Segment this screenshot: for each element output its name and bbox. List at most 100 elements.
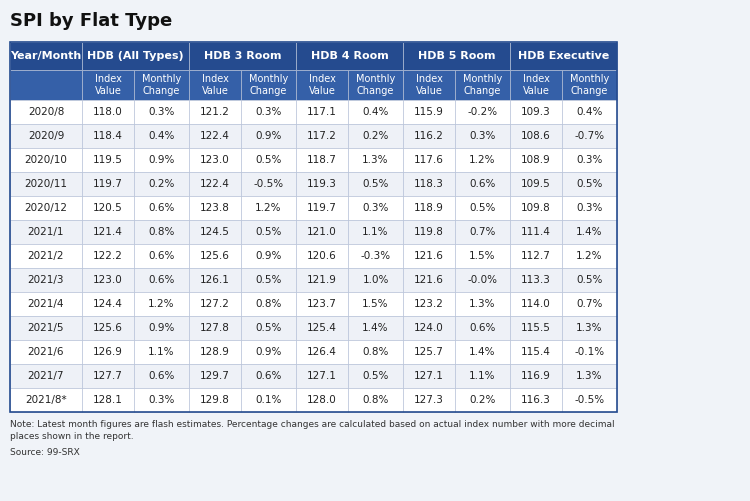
Bar	[189, 172, 241, 196]
Bar	[348, 220, 403, 244]
Bar	[348, 196, 403, 220]
Bar	[510, 196, 562, 220]
Text: Index
Value: Index Value	[202, 74, 229, 96]
Bar	[510, 388, 562, 412]
Bar	[10, 340, 82, 364]
Bar	[403, 340, 455, 364]
Text: Monthly
Change: Monthly Change	[463, 74, 503, 96]
Bar	[134, 316, 189, 340]
Bar	[455, 292, 510, 316]
Text: 0.1%: 0.1%	[255, 395, 282, 405]
Text: 1.5%: 1.5%	[470, 251, 496, 261]
Text: 0.3%: 0.3%	[148, 107, 175, 117]
Bar	[510, 100, 562, 124]
Bar	[510, 292, 562, 316]
Bar	[403, 42, 510, 70]
Text: 126.9: 126.9	[93, 347, 123, 357]
Bar	[241, 388, 296, 412]
Text: 116.3: 116.3	[521, 395, 551, 405]
Bar	[403, 100, 455, 124]
Text: 122.2: 122.2	[93, 251, 123, 261]
Text: 1.3%: 1.3%	[576, 371, 603, 381]
Bar	[562, 196, 617, 220]
Bar	[241, 292, 296, 316]
Bar	[510, 316, 562, 340]
Text: 0.5%: 0.5%	[255, 275, 282, 285]
Bar	[189, 124, 241, 148]
Text: 1.1%: 1.1%	[362, 227, 388, 237]
Text: HDB (All Types): HDB (All Types)	[87, 51, 184, 61]
Text: 119.7: 119.7	[93, 179, 123, 189]
Bar	[82, 148, 134, 172]
Text: 2020/9: 2020/9	[28, 131, 64, 141]
Bar	[296, 172, 348, 196]
Text: 119.7: 119.7	[307, 203, 337, 213]
Text: 112.7: 112.7	[521, 251, 551, 261]
Text: 0.5%: 0.5%	[470, 203, 496, 213]
Bar	[296, 70, 348, 100]
Text: 128.1: 128.1	[93, 395, 123, 405]
Bar	[82, 340, 134, 364]
Text: HDB Executive: HDB Executive	[518, 51, 609, 61]
Bar	[82, 364, 134, 388]
Text: 116.2: 116.2	[414, 131, 444, 141]
Text: HDB 5 Room: HDB 5 Room	[418, 51, 495, 61]
Text: 0.7%: 0.7%	[576, 299, 603, 309]
Text: 0.3%: 0.3%	[148, 395, 175, 405]
Bar	[510, 244, 562, 268]
Text: 109.5: 109.5	[521, 179, 550, 189]
Text: Monthly
Change: Monthly Change	[570, 74, 609, 96]
Bar	[10, 196, 82, 220]
Bar	[82, 388, 134, 412]
Bar	[403, 196, 455, 220]
Text: 123.2: 123.2	[414, 299, 444, 309]
Text: 2021/6: 2021/6	[28, 347, 64, 357]
Bar	[510, 340, 562, 364]
Text: -0.1%: -0.1%	[574, 347, 604, 357]
Bar	[82, 42, 189, 70]
Bar	[296, 100, 348, 124]
Bar	[10, 388, 82, 412]
Text: 0.5%: 0.5%	[576, 275, 603, 285]
Text: 2021/5: 2021/5	[28, 323, 64, 333]
Text: 0.4%: 0.4%	[576, 107, 603, 117]
Bar	[348, 124, 403, 148]
Bar	[241, 316, 296, 340]
Text: 115.4: 115.4	[521, 347, 551, 357]
Text: 0.5%: 0.5%	[255, 323, 282, 333]
Text: 0.6%: 0.6%	[148, 275, 175, 285]
Text: 0.6%: 0.6%	[148, 371, 175, 381]
Text: 0.5%: 0.5%	[576, 179, 603, 189]
Text: 1.4%: 1.4%	[362, 323, 388, 333]
Bar	[348, 148, 403, 172]
Bar	[189, 100, 241, 124]
Text: 126.4: 126.4	[307, 347, 337, 357]
Text: 118.4: 118.4	[93, 131, 123, 141]
Bar	[403, 388, 455, 412]
Text: 2021/7: 2021/7	[28, 371, 64, 381]
Text: 118.7: 118.7	[307, 155, 337, 165]
Bar	[403, 148, 455, 172]
Bar	[10, 292, 82, 316]
Bar	[82, 268, 134, 292]
Text: 125.6: 125.6	[93, 323, 123, 333]
Bar	[348, 316, 403, 340]
Text: 118.9: 118.9	[414, 203, 444, 213]
Text: 0.2%: 0.2%	[362, 131, 388, 141]
Text: 121.0: 121.0	[308, 227, 337, 237]
Bar	[134, 388, 189, 412]
Bar	[82, 196, 134, 220]
Text: 123.7: 123.7	[307, 299, 337, 309]
Text: -0.0%: -0.0%	[467, 275, 497, 285]
Bar	[455, 340, 510, 364]
Text: 126.1: 126.1	[200, 275, 230, 285]
Text: 128.9: 128.9	[200, 347, 230, 357]
Bar	[403, 268, 455, 292]
Text: -0.3%: -0.3%	[361, 251, 391, 261]
Text: 125.4: 125.4	[307, 323, 337, 333]
Bar	[562, 244, 617, 268]
Text: 0.6%: 0.6%	[255, 371, 282, 381]
Text: 124.4: 124.4	[93, 299, 123, 309]
Text: 2021/2: 2021/2	[28, 251, 64, 261]
Bar	[189, 196, 241, 220]
